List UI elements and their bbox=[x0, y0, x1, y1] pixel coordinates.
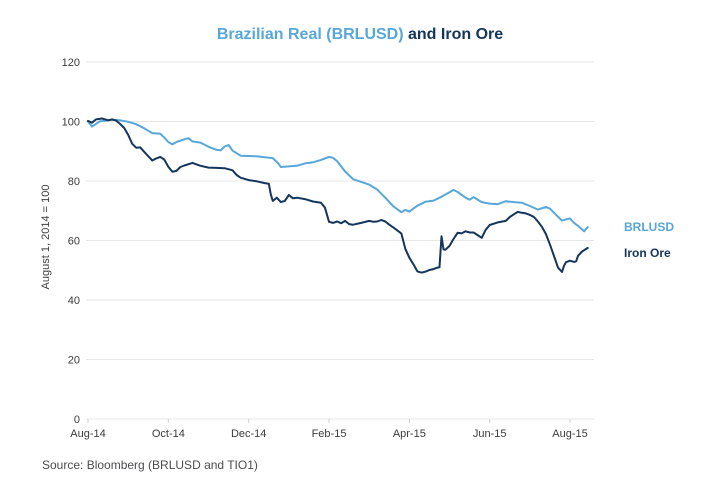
x-tick-label: Feb-15 bbox=[312, 428, 347, 440]
y-tick-label: 60 bbox=[68, 236, 80, 248]
y-tick-label: 100 bbox=[62, 117, 80, 129]
y-tick-label: 0 bbox=[74, 414, 80, 426]
x-tick-label: Jun-15 bbox=[473, 428, 507, 440]
chart-title: Brazilian Real (BRLUSD) and Iron Ore bbox=[0, 26, 720, 44]
y-tick-label: 80 bbox=[68, 176, 80, 188]
x-tick-label: Apr-15 bbox=[393, 428, 426, 440]
series-line-brlusd bbox=[87, 118, 589, 233]
x-tick-label: Aug-15 bbox=[552, 428, 587, 440]
source-note: Source: Bloomberg (BRLUSD and TIO1) bbox=[42, 458, 258, 472]
y-tick-label: 120 bbox=[62, 57, 80, 69]
y-axis-title: August 1, 2014 = 100 bbox=[40, 185, 52, 290]
legend-item-iron-ore: Iron Ore bbox=[624, 246, 671, 260]
y-tick-label: 40 bbox=[68, 295, 80, 307]
chart-title-iron-ore: and Iron Ore bbox=[403, 26, 504, 43]
x-tick-label: Dec-14 bbox=[231, 428, 266, 440]
chart-title-brlusd: Brazilian Real (BRLUSD) bbox=[216, 26, 404, 43]
x-tick-label: Aug-14 bbox=[70, 428, 105, 440]
legend-item-brlusd: BRLUSD bbox=[624, 220, 674, 234]
series-line-iron-ore bbox=[87, 117, 589, 274]
y-tick-label: 20 bbox=[68, 355, 80, 367]
chart-legend: BRLUSD Iron Ore bbox=[624, 220, 674, 272]
x-tick-label: Oct-14 bbox=[152, 428, 185, 440]
